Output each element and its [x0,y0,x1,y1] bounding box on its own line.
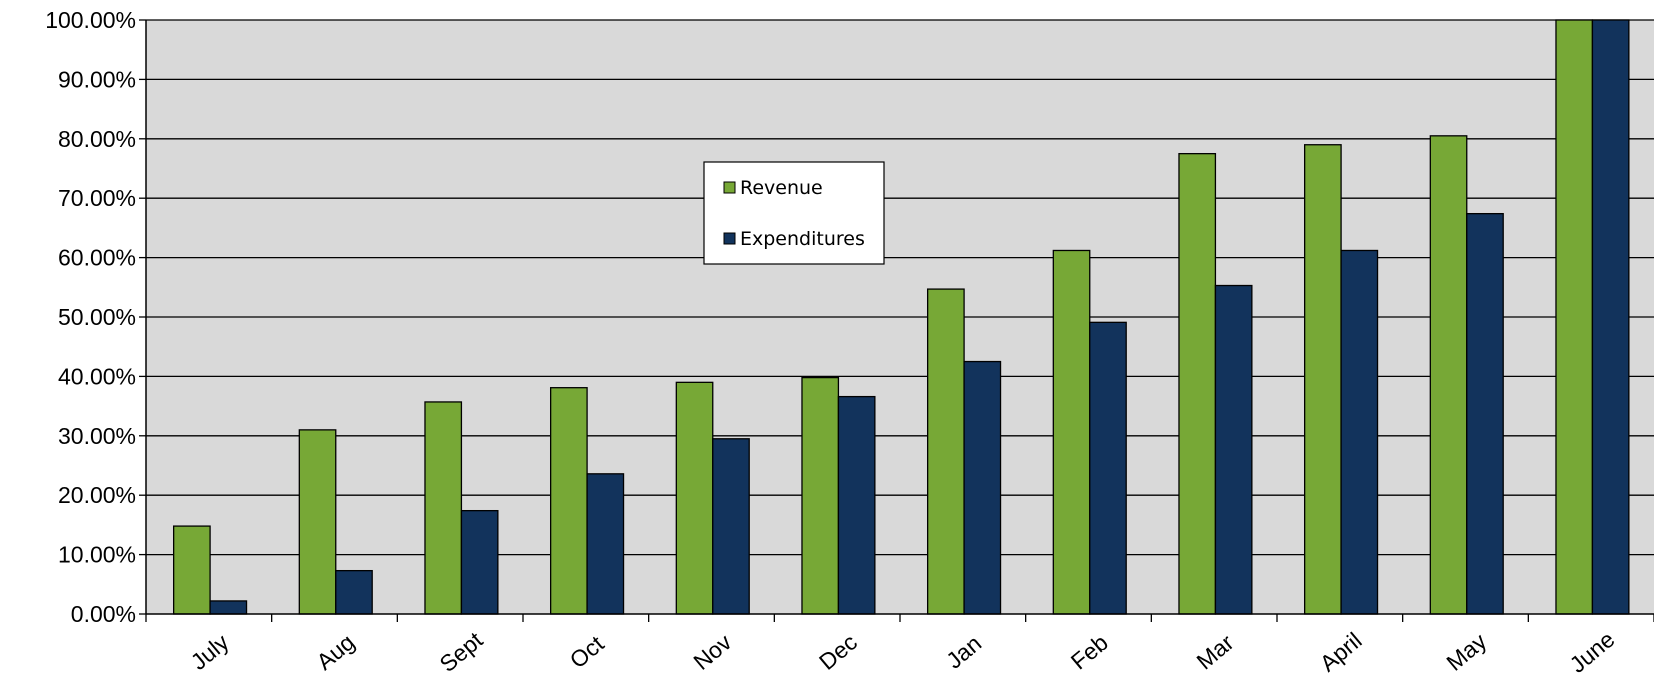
y-tick-label: 100.00% [45,7,136,33]
bar-expenditures-oct [586,473,625,615]
bar-expenditures-aug [335,569,373,615]
x-tick-label: Mar [1191,629,1238,675]
y-tick-label: 70.00% [58,185,136,211]
x-tick-label: June [1565,626,1620,678]
bar-expenditures-mar [1214,284,1253,615]
y-tick-label: 50.00% [58,304,136,330]
bar-revenue-june [1555,19,1594,615]
bar-expenditures-june [1591,19,1630,615]
bar-revenue-aug [298,429,337,615]
x-tick-label: Feb [1066,629,1113,674]
x-tick-label: May [1441,628,1491,676]
bar-revenue-mar [1178,152,1217,615]
bar-revenue-jan [926,288,965,615]
x-tick-label: Nov [688,628,736,675]
y-tick-label: 20.00% [58,482,136,508]
y-tick-label: 80.00% [58,126,136,152]
legend-label-revenue: Revenue [740,177,823,199]
bar-expenditures-feb [1089,321,1127,615]
bar-revenue-oct [549,387,588,615]
bar-expenditures-sept [460,509,499,615]
legend-swatch-revenue [723,181,736,194]
y-tick-label: 30.00% [58,423,136,449]
bar-expenditures-may [1466,212,1504,615]
x-tick-label: July [186,628,234,675]
y-tick-labels: 0.00% 10.00% 20.00% 30.00% 40.00% 50.00% 60.00… [45,7,146,627]
x-tick-label: Dec [814,629,862,675]
bar-expenditures-dec [837,395,876,615]
bar-revenue-may [1429,135,1468,615]
legend: Revenue Expenditures [703,161,885,265]
legend-box [703,161,885,265]
bar-revenue-dec [801,376,840,615]
legend-swatch-expenditures [723,232,736,245]
legend-label-expenditures: Expenditures [740,228,865,250]
x-tick-label: Jan [941,630,986,674]
bar-revenue-nov [675,381,714,615]
bar-revenue-april [1303,144,1342,615]
bar-expenditures-april [1340,249,1379,615]
y-tick-label: 0.00% [71,601,136,627]
bar-expenditures-july [209,600,248,615]
x-tick-label: Sept [435,626,488,677]
bars [172,19,1630,615]
bar-revenue-sept [424,401,463,615]
y-tick-label: 10.00% [58,542,136,568]
x-tick-label: April [1315,627,1367,676]
bar-revenue-july [172,525,211,615]
y-tick-label: 40.00% [58,363,136,389]
bar-expenditures-jan [963,360,1002,615]
bar-expenditures-nov [712,438,750,615]
x-tick-labels: July Aug Sept Oct Nov Dec Jan Feb Mar April May Jun… [145,614,1654,678]
x-tick-label: Aug [311,629,359,675]
gridlines [146,19,1654,556]
y-tick-label: 60.00% [58,245,136,271]
y-tick-label: 90.00% [58,66,136,92]
bar-revenue-feb [1052,249,1091,615]
x-tick-label: Oct [565,630,610,673]
